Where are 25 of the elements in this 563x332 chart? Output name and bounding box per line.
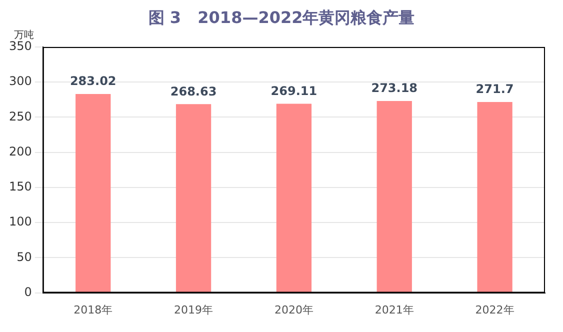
y-tick-label: 300 <box>9 74 32 88</box>
bar <box>477 102 512 292</box>
data-label: 268.63 <box>170 84 217 98</box>
y-axis-title: 万吨 <box>14 28 34 41</box>
bar <box>76 94 111 292</box>
y-tick-label: 50 <box>16 250 32 264</box>
y-tick-label: 350 <box>9 39 32 54</box>
bar <box>276 104 312 292</box>
y-tick-label: 150 <box>9 180 32 194</box>
y-tick-label: 250 <box>9 109 32 124</box>
data-label: 283.02 <box>70 74 116 88</box>
bar <box>376 100 412 292</box>
data-label: 271.7 <box>476 82 514 96</box>
x-tick-label: 2019年 <box>174 303 214 316</box>
x-tick-label: 2020年 <box>274 303 314 316</box>
bar <box>176 104 212 292</box>
x-tick-label: 2018年 <box>74 303 113 316</box>
y-tick-label: 100 <box>9 214 32 229</box>
x-tick-label: 2021年 <box>374 303 414 316</box>
y-tick-label: 200 <box>9 144 32 158</box>
data-label: 273.18 <box>371 81 418 96</box>
chart-title: 图 3 2018—2022年黄冈粮食产量 <box>147 8 416 29</box>
y-tick-label: 0 <box>24 284 32 299</box>
data-label: 269.11 <box>270 84 318 98</box>
x-tick-label: 2022年 <box>475 303 514 316</box>
